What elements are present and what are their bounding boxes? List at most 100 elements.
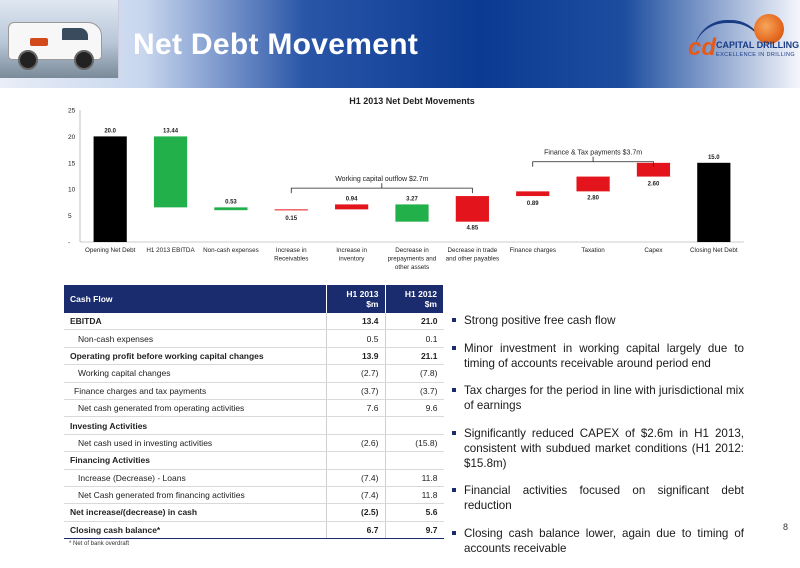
x-tick-label: Taxation — [581, 247, 605, 254]
row-value-h1-2012: 11.8 — [384, 486, 444, 505]
x-tick-label: prepayments and — [388, 256, 437, 263]
bullet-text: Closing cash balance lower, again due to… — [464, 526, 744, 555]
row-value-h1-2012: 5.6 — [384, 503, 444, 522]
row-label: Non-cash expenses — [64, 329, 326, 348]
header: Net Debt Movement cd CAPITAL DRILLING EX… — [0, 0, 800, 88]
bar-9 — [636, 162, 671, 177]
y-tick-label: 25 — [68, 108, 76, 115]
data-label: 20.0 — [104, 128, 116, 134]
table-row: Investing Activities — [64, 416, 444, 435]
row-value-h1-2013: (2.6) — [325, 434, 385, 453]
table-header-h1-2013: H1 2013 $m — [326, 285, 386, 313]
bullet-square-icon — [452, 430, 456, 435]
brand-logo: cd CAPITAL DRILLING EXCELLENCE IN DRILLI… — [688, 14, 799, 74]
bar-10 — [697, 162, 731, 242]
table-row: Net increase/(decrease) in cash (2.5) 5.6 — [64, 503, 444, 522]
table-row: Closing cash balance* 6.7 9.7 — [64, 521, 444, 540]
bar-8 — [576, 176, 610, 192]
bullet-square-icon — [452, 530, 456, 535]
bullet-text: Minor investment in working capital larg… — [464, 341, 744, 370]
bar-4 — [335, 204, 369, 210]
bullet-text: Strong positive free cash flow — [464, 314, 616, 327]
row-label: Net increase/(decrease) in cash — [64, 503, 326, 522]
row-label: Net Cash generated from financing activi… — [64, 486, 326, 505]
table-row: Working capital changes (2.7) (7.8) — [64, 364, 444, 383]
row-value-h1-2012 — [384, 416, 444, 435]
brand-tagline: EXCELLENCE IN DRILLING — [716, 52, 796, 58]
bullet-square-icon — [452, 388, 456, 392]
x-tick-label: Opening Net Debt — [85, 247, 136, 254]
annotation-bracket-0 — [290, 187, 473, 194]
row-label: Finance charges and tax payments — [64, 382, 326, 400]
data-label: 15.0 — [708, 155, 720, 161]
bar-2 — [214, 207, 248, 211]
bullet-item: Minor investment in working capital larg… — [452, 341, 744, 371]
x-tick-label: other assets — [395, 264, 429, 271]
bullet-list: Strong positive free cash flow Minor inve… — [452, 313, 744, 568]
table-row: Net Cash generated from financing activi… — [64, 486, 444, 505]
row-label: Closing cash balance* — [64, 521, 326, 540]
data-label: 0.53 — [225, 199, 237, 205]
row-value-h1-2013: 13.4 — [325, 313, 385, 331]
data-label: 2.80 — [587, 195, 599, 201]
annotation-label: Working capital outflow $2.7m — [335, 176, 428, 183]
row-value-h1-2012: (15.8) — [384, 434, 444, 453]
row-value-h1-2012: (7.8) — [384, 364, 444, 383]
table-row: Net cash used in investing activities (2.… — [64, 434, 444, 453]
data-label: 0.15 — [285, 216, 297, 222]
chart-svg: H1 2013 Net Debt Movements - 5 10 15 20 25 20.0… — [68, 96, 744, 271]
x-tick-label: Decrease in trade — [448, 247, 498, 254]
row-value-h1-2013: (2.5) — [325, 503, 385, 522]
row-value-h1-2012: (3.7) — [384, 382, 444, 400]
row-value-h1-2013 — [325, 451, 385, 470]
row-value-h1-2012: 0.1 — [384, 329, 444, 348]
row-value-h1-2012: 11.8 — [384, 469, 444, 487]
row-value-h1-2013: 6.7 — [325, 521, 385, 540]
table-body: EBITDA 13.4 21.0 Non-cash expenses 0.5 0.1 Ope… — [64, 313, 444, 540]
row-label: Financing Activities — [64, 451, 326, 470]
row-label: Increase (Decrease) - Loans — [64, 469, 326, 487]
table-row: Operating profit before working capital … — [64, 347, 444, 366]
y-tick-label: 20 — [68, 134, 76, 141]
x-tick-label: Receivables — [274, 256, 308, 263]
bullet-text: Significantly reduced CAPEX of $2.6m in … — [464, 426, 744, 470]
drill-truck-photo — [0, 0, 119, 78]
x-tick-label: Capex — [644, 247, 663, 254]
table-header-h1-2012: H1 2012 $m — [385, 285, 444, 313]
y-tick-label: 15 — [68, 160, 76, 167]
y-tick-label: 5 — [68, 213, 72, 220]
bullet-item: Strong positive free cash flow — [452, 313, 744, 328]
waterfall-chart: H1 2013 Net Debt Movements - 5 10 15 20 25 20.0… — [58, 92, 798, 280]
table-row: Net cash generated from operating activi… — [64, 399, 444, 418]
annotation-bracket-1 — [532, 161, 654, 167]
table-row: EBITDA 13.4 21.0 — [64, 313, 444, 331]
chart-title: H1 2013 Net Debt Movements — [349, 96, 475, 106]
row-label: EBITDA — [64, 313, 326, 331]
row-label: Operating profit before working capital … — [64, 347, 326, 366]
table-header-label: Cash Flow — [64, 285, 327, 313]
row-value-h1-2012: 9.6 — [384, 399, 444, 418]
x-tick-label: Non-cash expenses — [203, 247, 259, 254]
x-tick-label: and other payables — [446, 256, 500, 263]
data-label: 0.89 — [527, 201, 539, 207]
row-value-h1-2012: 21.0 — [384, 313, 444, 331]
bullet-text: Financial activities focused on signific… — [464, 484, 744, 512]
bar-6 — [455, 196, 489, 222]
row-value-h1-2012 — [384, 451, 444, 470]
table-row: Non-cash expenses 0.5 0.1 — [64, 329, 444, 348]
bullet-square-icon — [452, 318, 456, 322]
bullet-item: Closing cash balance lower, again due to… — [452, 526, 744, 556]
brand-mark: cd — [688, 34, 717, 61]
truck-window — [62, 28, 88, 40]
row-value-h1-2012: 21.1 — [384, 347, 444, 366]
annotation-label: Finance & Tax payments $3.7m — [544, 150, 642, 157]
table-footnote: * Net of bank overdraft — [69, 541, 130, 547]
y-tick-label: 10 — [68, 187, 76, 194]
bullet-item: Significantly reduced CAPEX of $2.6m in … — [452, 426, 744, 471]
bullet-square-icon — [452, 488, 456, 492]
x-tick-label: Closing Net Debt — [690, 247, 738, 254]
truck-wheel-front — [18, 50, 38, 70]
row-value-h1-2013: (2.7) — [325, 364, 385, 383]
header-banner — [0, 0, 800, 88]
page-title: Net Debt Movement — [133, 28, 419, 61]
